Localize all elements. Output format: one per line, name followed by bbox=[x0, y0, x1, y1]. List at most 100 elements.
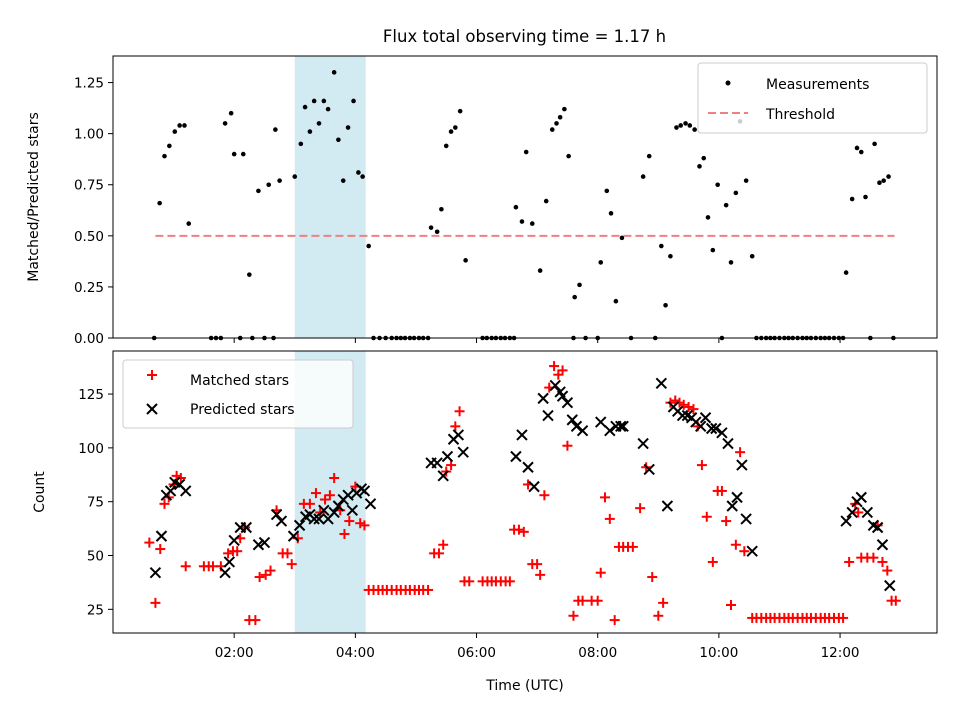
matched-star-point bbox=[265, 565, 276, 576]
y-tick-label: 100 bbox=[78, 441, 104, 457]
y-tick-label: 0.50 bbox=[74, 229, 104, 245]
measurement-point bbox=[277, 178, 282, 183]
matched-star-point bbox=[446, 460, 457, 471]
measurement-point bbox=[854, 145, 860, 151]
measurement-point bbox=[881, 178, 886, 183]
measurement-point bbox=[439, 206, 444, 212]
matched-star-point bbox=[635, 503, 646, 514]
measurement-point bbox=[687, 123, 693, 128]
top-shaded-interval bbox=[294, 56, 366, 338]
predicted-star-point bbox=[149, 567, 162, 579]
matched-star-point bbox=[683, 401, 694, 412]
measurement-point bbox=[692, 127, 697, 132]
measurement-point bbox=[749, 253, 755, 259]
predicted-star-point bbox=[342, 489, 354, 501]
legend-predicted-label: Predicted stars bbox=[190, 402, 295, 418]
matched-star-point bbox=[882, 565, 893, 576]
measurement-point bbox=[572, 294, 577, 300]
measurement-point bbox=[619, 235, 625, 241]
matched-star-point bbox=[592, 595, 603, 606]
matched-star-point bbox=[877, 556, 888, 567]
predicted-star-point bbox=[318, 504, 330, 517]
matched-star-point bbox=[739, 546, 750, 557]
measurement-point bbox=[613, 298, 619, 304]
bottom-x-axis-label: Time (UTC) bbox=[485, 678, 563, 694]
matched-star-point bbox=[535, 569, 546, 580]
legend-matched-marker bbox=[147, 370, 157, 380]
measurement-point bbox=[705, 215, 711, 220]
y-tick-label: 0.00 bbox=[74, 331, 104, 347]
measurement-point bbox=[562, 106, 567, 112]
matched-star-point bbox=[730, 539, 741, 550]
predicted-star-point bbox=[179, 485, 192, 497]
matched-star-point bbox=[678, 399, 689, 410]
measurement-point bbox=[519, 219, 525, 224]
measurement-point bbox=[292, 174, 298, 179]
matched-star-point bbox=[438, 539, 449, 550]
count-points bbox=[144, 361, 901, 626]
predicted-star-point bbox=[219, 567, 231, 579]
predicted-star-point bbox=[876, 539, 889, 551]
predicted-star-point bbox=[595, 416, 607, 428]
measurement-point bbox=[167, 143, 172, 149]
predicted-star-point bbox=[566, 414, 578, 426]
measurement-point bbox=[577, 282, 582, 288]
measurement-point bbox=[604, 188, 610, 194]
measurement-point bbox=[247, 272, 252, 277]
measurement-point bbox=[336, 137, 341, 143]
matched-star-point bbox=[144, 537, 155, 548]
measurement-point bbox=[345, 125, 351, 130]
matched-star-point bbox=[286, 559, 297, 570]
measurement-point bbox=[186, 221, 192, 226]
matched-star-point bbox=[890, 595, 901, 606]
measurement-point bbox=[872, 141, 877, 147]
observing-window-band bbox=[294, 56, 366, 338]
measurement-point bbox=[710, 247, 716, 253]
measurement-point bbox=[325, 106, 331, 112]
matched-star-point bbox=[562, 440, 573, 451]
measurement-point bbox=[351, 98, 356, 104]
measurement-point bbox=[182, 123, 187, 128]
predicted-star-point bbox=[694, 420, 707, 433]
measurement-point bbox=[316, 121, 322, 126]
matched-star-point bbox=[604, 513, 615, 524]
top-legend: Measurements Threshold bbox=[697, 62, 928, 134]
predicted-star-point bbox=[617, 420, 629, 433]
predicted-star-point bbox=[431, 457, 443, 469]
predicted-star-point bbox=[164, 485, 177, 497]
measurement-point bbox=[543, 198, 549, 204]
y-tick-label: 75 bbox=[87, 495, 104, 511]
matched-star-point bbox=[159, 498, 170, 509]
matched-star-point bbox=[838, 612, 849, 623]
predicted-star-point bbox=[516, 429, 528, 441]
measurement-point bbox=[678, 123, 684, 128]
matched-star-point bbox=[868, 552, 879, 563]
matched-star-point bbox=[223, 548, 234, 559]
predicted-star-point bbox=[731, 491, 743, 504]
predicted-star-point bbox=[570, 420, 583, 433]
measurement-point bbox=[366, 243, 371, 249]
predicted-star-point bbox=[576, 424, 589, 437]
predicted-star-point bbox=[275, 515, 288, 527]
predicted-star-point bbox=[643, 463, 655, 476]
measurement-point bbox=[659, 243, 664, 249]
measurement-point bbox=[858, 149, 864, 155]
measurement-point bbox=[222, 121, 228, 126]
measurement-point bbox=[457, 108, 463, 114]
matched-star-point bbox=[254, 572, 265, 583]
matched-star-point bbox=[577, 595, 588, 606]
measurement-point bbox=[340, 178, 346, 183]
measurement-point bbox=[513, 204, 519, 210]
matched-star-point bbox=[595, 567, 606, 578]
measurement-point bbox=[172, 129, 178, 134]
measurement-point bbox=[321, 98, 327, 104]
matched-star-point bbox=[232, 546, 243, 557]
predicted-star-point bbox=[313, 513, 325, 525]
x-tick-label: 08:00 bbox=[578, 645, 617, 661]
predicted-star-point bbox=[699, 412, 712, 424]
measurement-point bbox=[697, 164, 702, 169]
y-tick-label: 50 bbox=[87, 549, 104, 565]
measurement-point bbox=[843, 270, 849, 275]
x-tick-label: 02:00 bbox=[215, 645, 254, 661]
measurement-point bbox=[177, 123, 182, 128]
